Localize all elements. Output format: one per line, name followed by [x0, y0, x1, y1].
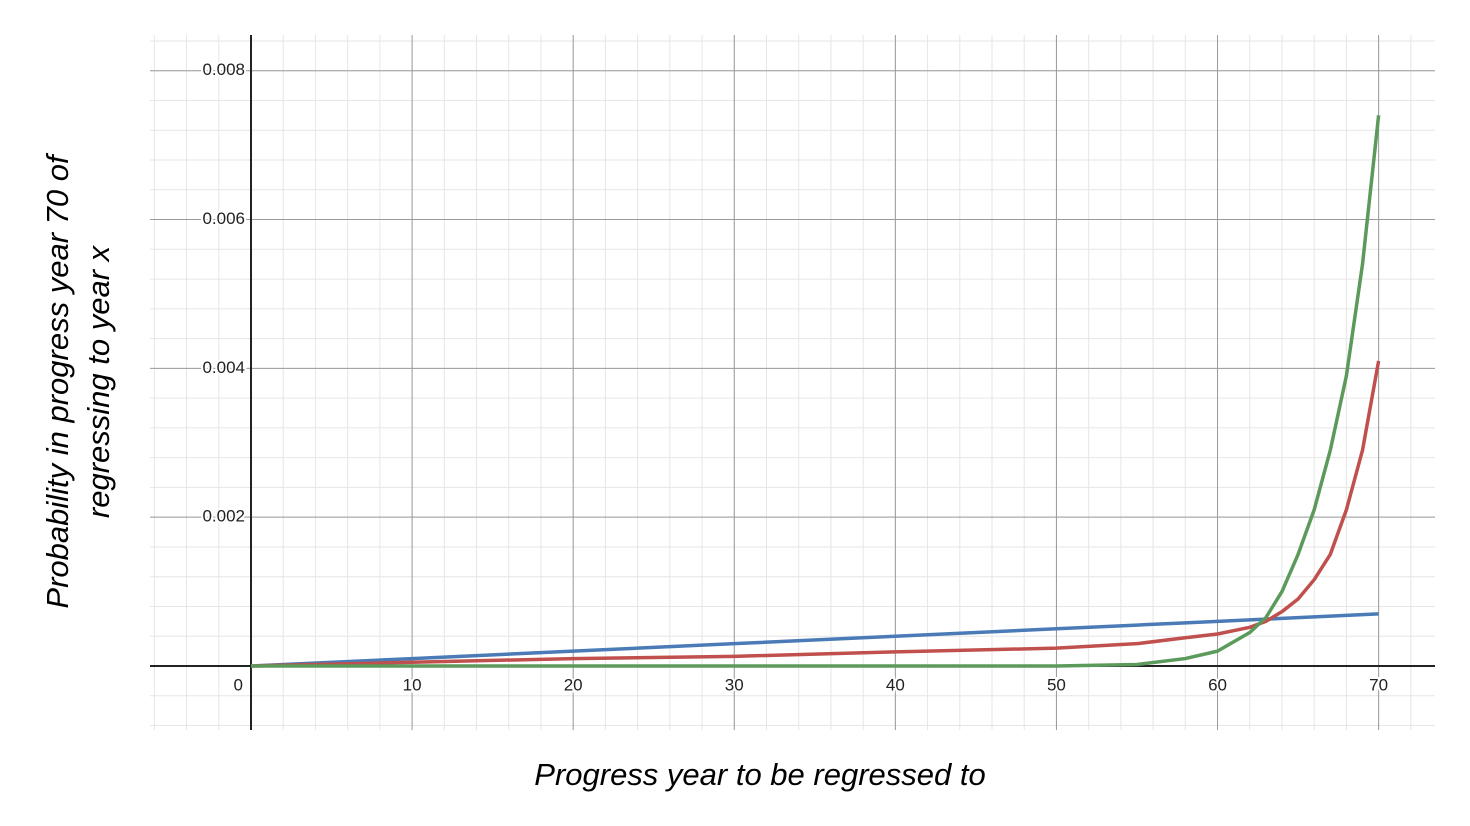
y-tick-label: 0.002 — [202, 507, 245, 526]
x-tick-label: 0 — [234, 675, 243, 694]
grid — [150, 35, 1435, 730]
x-axis-label: Progress year to be regressed to — [534, 757, 985, 792]
series-line — [250, 612, 1379, 668]
x-tick-label: 10 — [403, 675, 422, 694]
y-axis-label: Probability in progress year 70 of — [40, 152, 75, 609]
x-tick-label: 60 — [1208, 675, 1227, 694]
plot — [250, 115, 1381, 668]
x-tick-label: 30 — [725, 675, 744, 694]
y-tick-label: 0.008 — [202, 60, 245, 79]
series-line — [250, 360, 1381, 668]
y-tick-label: 0.006 — [202, 209, 245, 228]
y-tick-label: 0.004 — [202, 358, 245, 377]
y-axis-label: regressing to year x — [81, 244, 116, 518]
x-tick-label: 20 — [564, 675, 583, 694]
x-tick-label: 70 — [1369, 675, 1388, 694]
x-tick-label: 40 — [886, 675, 905, 694]
x-tick-label: 50 — [1047, 675, 1066, 694]
series-line — [251, 115, 1381, 668]
